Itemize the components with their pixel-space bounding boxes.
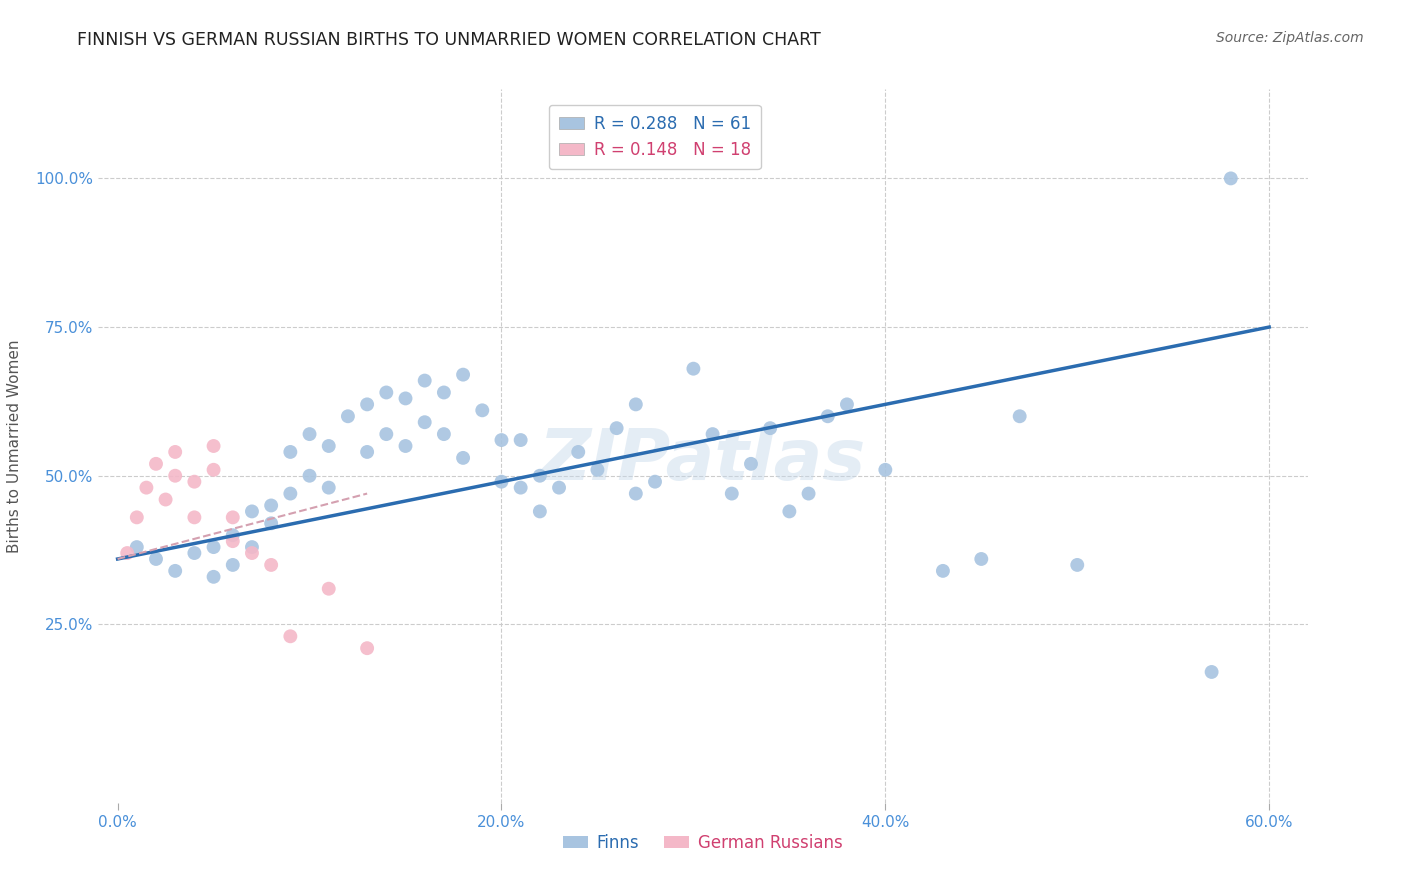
Point — [413, 415, 436, 429]
Point — [125, 540, 148, 554]
Point — [433, 385, 456, 400]
Point — [165, 468, 187, 483]
Point — [280, 445, 302, 459]
Text: FINNISH VS GERMAN RUSSIAN BIRTHS TO UNMARRIED WOMEN CORRELATION CHART: FINNISH VS GERMAN RUSSIAN BIRTHS TO UNMA… — [77, 31, 821, 49]
Point — [260, 558, 283, 572]
Point — [222, 510, 245, 524]
Point — [318, 481, 340, 495]
Point — [202, 570, 225, 584]
Point — [778, 504, 800, 518]
Point — [970, 552, 993, 566]
Point — [529, 504, 551, 518]
Point — [375, 385, 398, 400]
Point — [586, 463, 609, 477]
Point — [145, 552, 167, 566]
Point — [394, 392, 416, 406]
Text: ZIPatlas: ZIPatlas — [540, 425, 866, 495]
Point — [817, 409, 839, 424]
Point — [240, 546, 263, 560]
Point — [183, 546, 205, 560]
Point — [1219, 171, 1241, 186]
Point — [509, 433, 531, 447]
Point — [548, 481, 571, 495]
Point — [433, 427, 456, 442]
Point — [202, 439, 225, 453]
Point — [1008, 409, 1031, 424]
Point — [356, 445, 378, 459]
Point — [135, 481, 157, 495]
Point — [280, 629, 302, 643]
Point — [298, 427, 321, 442]
Point — [298, 468, 321, 483]
Point — [165, 564, 187, 578]
Point — [318, 439, 340, 453]
Point — [318, 582, 340, 596]
Point — [155, 492, 177, 507]
Point — [240, 504, 263, 518]
Point — [336, 409, 359, 424]
Point — [624, 486, 647, 500]
Point — [222, 558, 245, 572]
Legend: Finns, German Russians: Finns, German Russians — [557, 828, 849, 859]
Point — [165, 445, 187, 459]
Point — [183, 510, 205, 524]
Point — [260, 516, 283, 531]
Y-axis label: Births to Unmarried Women: Births to Unmarried Women — [7, 339, 21, 553]
Point — [125, 510, 148, 524]
Point — [567, 445, 589, 459]
Point — [145, 457, 167, 471]
Point — [222, 534, 245, 549]
Point — [932, 564, 955, 578]
Point — [222, 528, 245, 542]
Point — [1066, 558, 1088, 572]
Point — [356, 641, 378, 656]
Point — [624, 397, 647, 411]
Point — [260, 499, 283, 513]
Point — [471, 403, 494, 417]
Point — [529, 468, 551, 483]
Point — [702, 427, 724, 442]
Point — [183, 475, 205, 489]
Point — [720, 486, 742, 500]
Point — [1201, 665, 1223, 679]
Point — [491, 475, 513, 489]
Point — [740, 457, 762, 471]
Point — [240, 540, 263, 554]
Point — [491, 433, 513, 447]
Point — [606, 421, 628, 435]
Point — [682, 361, 704, 376]
Point — [394, 439, 416, 453]
Point — [759, 421, 782, 435]
Point — [280, 486, 302, 500]
Point — [797, 486, 820, 500]
Point — [644, 475, 666, 489]
Point — [375, 427, 398, 442]
Point — [115, 546, 138, 560]
Text: Source: ZipAtlas.com: Source: ZipAtlas.com — [1216, 31, 1364, 45]
Point — [835, 397, 858, 411]
Point — [413, 374, 436, 388]
Point — [202, 463, 225, 477]
Point — [451, 450, 474, 465]
Point — [451, 368, 474, 382]
Point — [356, 397, 378, 411]
Point — [509, 481, 531, 495]
Point — [202, 540, 225, 554]
Point — [875, 463, 897, 477]
